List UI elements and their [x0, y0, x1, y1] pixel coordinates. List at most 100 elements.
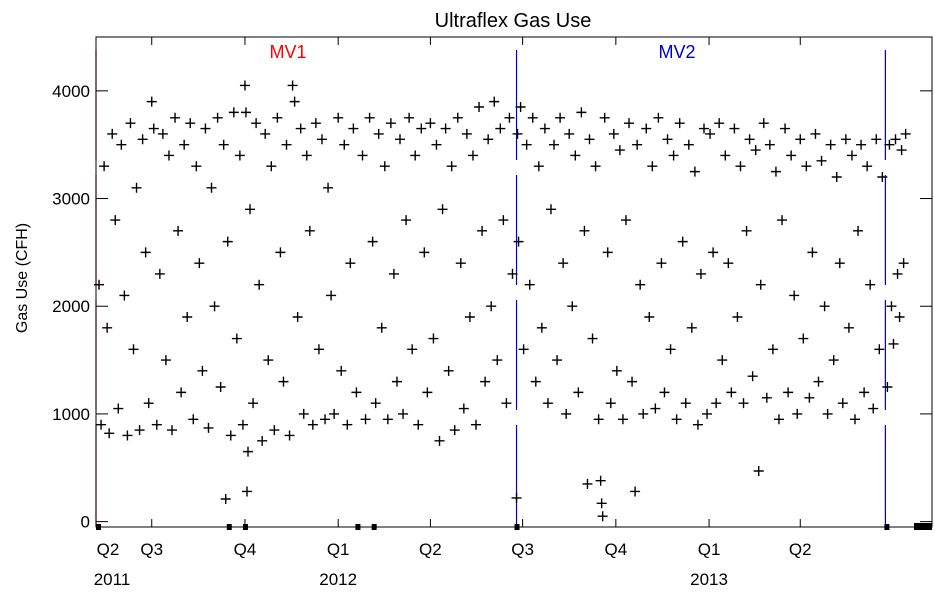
data-point	[641, 123, 652, 134]
data-point	[699, 123, 709, 134]
data-point	[298, 408, 309, 419]
data-point	[801, 161, 812, 172]
data-point	[154, 268, 165, 279]
data-point	[489, 96, 500, 107]
data-point	[360, 414, 371, 425]
data-point	[507, 268, 518, 279]
x-axis-gap-marks	[96, 523, 932, 530]
gap-mark	[226, 524, 232, 530]
data-point	[209, 301, 220, 312]
data-point	[695, 268, 706, 279]
data-point	[379, 161, 390, 172]
data-point	[185, 118, 196, 129]
data-point	[518, 344, 529, 355]
data-point	[304, 225, 315, 236]
data-point	[825, 139, 836, 150]
data-point	[624, 118, 635, 129]
plot-frame	[95, 36, 933, 528]
gap-mark	[355, 524, 361, 530]
data-point	[656, 258, 667, 269]
data-point	[289, 96, 300, 107]
data-point	[376, 322, 387, 333]
data-point	[257, 435, 268, 446]
data-point	[492, 355, 503, 366]
data-point	[840, 134, 851, 145]
data-point	[753, 466, 764, 476]
data-point	[853, 225, 864, 236]
data-point	[888, 338, 899, 349]
data-point	[191, 161, 202, 172]
data-point	[828, 355, 839, 366]
data-point	[576, 107, 587, 118]
data-point	[113, 403, 124, 414]
data-point	[170, 112, 181, 123]
data-point	[705, 128, 716, 139]
data-point	[342, 419, 353, 430]
gap-mark	[242, 524, 248, 530]
data-point	[892, 268, 903, 279]
data-point	[792, 408, 803, 419]
data-point	[741, 225, 752, 236]
data-point	[898, 258, 909, 269]
data-point	[239, 80, 250, 91]
data-point	[263, 355, 274, 366]
data-point	[804, 392, 815, 403]
data-point	[798, 333, 809, 344]
x-year-label: 2011	[94, 570, 131, 589]
data-point	[122, 430, 133, 441]
x-tick-label: Q4	[604, 540, 627, 559]
x-year-label: 2013	[690, 570, 728, 589]
data-point	[329, 408, 340, 419]
data-point	[608, 128, 619, 139]
data-point	[620, 215, 631, 226]
data-point	[413, 419, 424, 430]
data-point	[894, 312, 905, 322]
data-point	[225, 430, 236, 441]
x-axis-ticks: Q2 Q3 Q4 Q1 Q2 Q3 Q4 Q1 Q2 2011 2012 2013	[94, 37, 812, 589]
x-tick-label: Q3	[511, 540, 534, 559]
data-point	[570, 150, 581, 161]
data-point	[896, 145, 907, 156]
data-point	[373, 128, 384, 139]
data-point	[398, 408, 409, 419]
data-point	[846, 150, 857, 161]
data-point	[632, 139, 643, 150]
gap-mark	[884, 524, 890, 530]
data-point	[228, 107, 239, 118]
data-point	[653, 112, 664, 123]
data-point	[287, 80, 298, 91]
data-point	[590, 161, 601, 172]
data-point	[333, 112, 344, 123]
data-point	[599, 112, 610, 123]
gap-mark	[96, 524, 101, 530]
data-point	[104, 428, 115, 439]
data-point	[750, 145, 761, 156]
data-point	[206, 182, 217, 193]
data-point	[245, 204, 256, 215]
data-point	[434, 435, 445, 446]
y-tick-label: 0	[81, 513, 90, 532]
data-point	[128, 344, 139, 355]
data-point	[428, 333, 439, 344]
data-point	[602, 247, 613, 258]
data-point	[96, 419, 107, 430]
data-point	[837, 398, 848, 409]
data-point	[665, 344, 676, 355]
data-point	[483, 134, 494, 145]
data-point	[391, 376, 402, 387]
gap-mark	[514, 524, 520, 530]
gap-mark-end	[914, 523, 932, 530]
data-point	[720, 150, 731, 161]
data-point	[786, 150, 797, 161]
data-point	[530, 376, 541, 387]
data-point	[237, 419, 248, 430]
data-point	[357, 150, 368, 161]
data-point	[558, 258, 569, 269]
data-point	[134, 425, 145, 436]
data-point	[726, 387, 737, 398]
x-tick-label: Q2	[789, 540, 812, 559]
data-point	[269, 425, 280, 436]
data-point	[243, 446, 253, 457]
data-point	[351, 387, 362, 398]
data-point	[868, 403, 879, 414]
